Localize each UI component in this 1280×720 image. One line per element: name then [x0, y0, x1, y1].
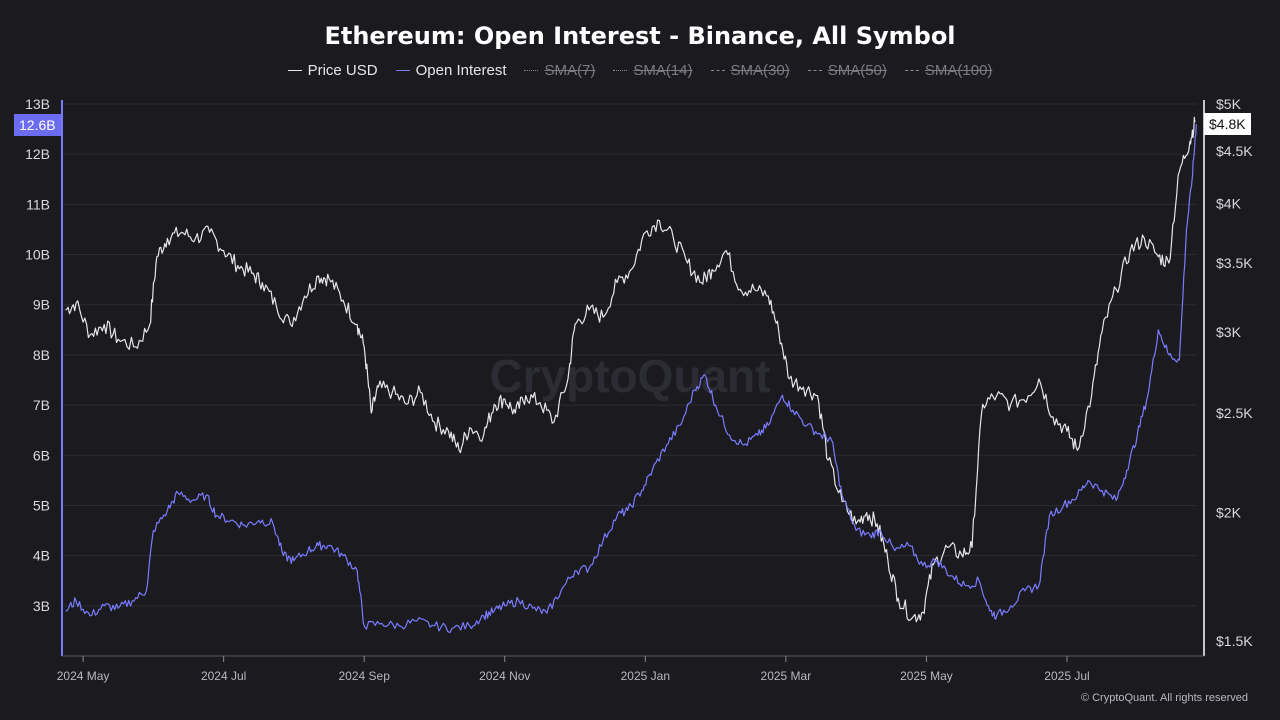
left-tick-label: 11B — [26, 196, 50, 212]
legend-item-price[interactable]: Price USD — [287, 62, 378, 79]
left-tick-label: 8B — [33, 347, 50, 363]
left-tick-label: 9B — [33, 297, 50, 313]
legend-item-sma14[interactable]: SMA(14) — [613, 62, 693, 79]
legend-swatch-sma100 — [904, 70, 919, 71]
x-tick-label: 2025 Jan — [621, 669, 670, 683]
x-tick-label: 2024 Sep — [339, 669, 391, 683]
left-tick-label: 10B — [25, 247, 50, 263]
legend-swatch-sma30 — [710, 70, 725, 71]
chart-legend: Price USD Open Interest SMA(7) SMA(14) S… — [0, 62, 1280, 79]
legend-item-sma100[interactable]: SMA(100) — [904, 62, 993, 79]
left-tick-label: 13B — [25, 96, 50, 112]
price-usd-line — [65, 116, 1196, 623]
left-tick-label: 12B — [25, 146, 50, 162]
x-tick-label: 2024 Nov — [479, 669, 530, 683]
legend-label-sma50: SMA(50) — [827, 62, 887, 79]
right-tick-label: $1.5K — [1216, 633, 1253, 649]
left-tick-label: 6B — [33, 447, 50, 463]
left-tick-label: 4B — [33, 548, 50, 564]
x-tick-label: 2025 Mar — [761, 669, 812, 683]
current-open-interest-badge: 12.6B — [14, 114, 61, 136]
right-tick-label: $3.5K — [1216, 255, 1253, 271]
legend-swatch-sma7 — [524, 70, 539, 71]
chart-title: Ethereum: Open Interest - Binance, All S… — [324, 22, 956, 50]
right-tick-label: $5K — [1216, 96, 1242, 112]
legend-item-sma7[interactable]: SMA(7) — [524, 62, 595, 79]
left-tick-label: 7B — [33, 397, 50, 413]
legend-label-price: Price USD — [307, 62, 378, 79]
current-price-badge: $4.8K — [1204, 113, 1251, 135]
x-tick-label: 2025 May — [900, 669, 953, 683]
legend-label-sma14: SMA(14) — [633, 62, 693, 79]
left-tick-label: 3B — [33, 598, 50, 614]
legend-label-sma30: SMA(30) — [730, 62, 790, 79]
right-tick-label: $2.5K — [1216, 405, 1253, 421]
legend-swatch-sma14 — [613, 70, 628, 71]
copyright-footer: © CryptoQuant. All rights reserved — [1080, 692, 1248, 704]
left-tick-label: 5B — [33, 497, 50, 513]
legend-label-sma100: SMA(100) — [924, 62, 993, 79]
legend-item-sma50[interactable]: SMA(50) — [807, 62, 887, 79]
legend-swatch-open-interest — [395, 70, 410, 71]
open-interest-line — [65, 124, 1197, 634]
legend-label-open-interest: Open Interest — [415, 62, 507, 79]
legend-label-sma7: SMA(7) — [544, 62, 596, 79]
legend-item-sma30[interactable]: SMA(30) — [710, 62, 790, 79]
legend-swatch-price — [287, 70, 302, 71]
legend-item-open-interest[interactable]: Open Interest — [395, 62, 507, 79]
right-tick-label: $2K — [1216, 505, 1242, 521]
x-tick-label: 2024 May — [57, 669, 110, 683]
x-tick-label: 2025 Jul — [1044, 669, 1089, 683]
right-tick-label: $4K — [1216, 196, 1242, 212]
watermark-text: CryptoQuant — [489, 350, 770, 402]
right-tick-label: $3K — [1216, 324, 1242, 340]
right-tick-label: $4.5K — [1216, 143, 1253, 159]
legend-swatch-sma50 — [807, 70, 822, 71]
x-tick-label: 2024 Jul — [201, 669, 246, 683]
